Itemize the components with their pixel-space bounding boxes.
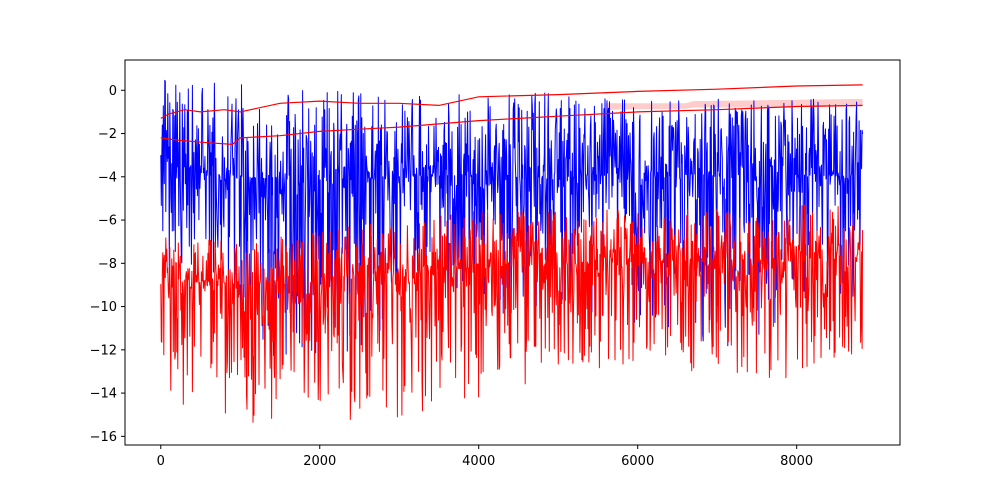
y-axis: 0 −2 −4 −6 −8 −10 −12 −14 −16: [90, 84, 125, 445]
x-tick-label: 2000: [303, 454, 336, 469]
axes-frame: [124, 59, 901, 446]
series-line-3: [160, 104, 863, 146]
x-tick-label: 8000: [780, 454, 813, 469]
y-tick-label: −2: [98, 127, 117, 142]
y-tick-label: −6: [98, 214, 117, 229]
series-line-2: [160, 204, 864, 423]
x-tick-label: 4000: [462, 454, 495, 469]
y-tick-label: 0: [109, 84, 117, 99]
y-tick-label: −12: [90, 343, 117, 358]
x-tick-label: 6000: [621, 454, 654, 469]
y-tick-label: −4: [98, 170, 117, 185]
y-tick-label: −10: [90, 300, 117, 315]
series-line-4: [160, 84, 863, 119]
x-axis: 0 2000 4000 6000 8000: [157, 445, 813, 469]
y-tick-label: −8: [98, 257, 117, 272]
plot-area: [160, 79, 864, 423]
y-tick-label: −14: [90, 387, 117, 402]
x-tick-label: 0: [157, 454, 165, 469]
y-tick-label: −16: [90, 430, 117, 445]
